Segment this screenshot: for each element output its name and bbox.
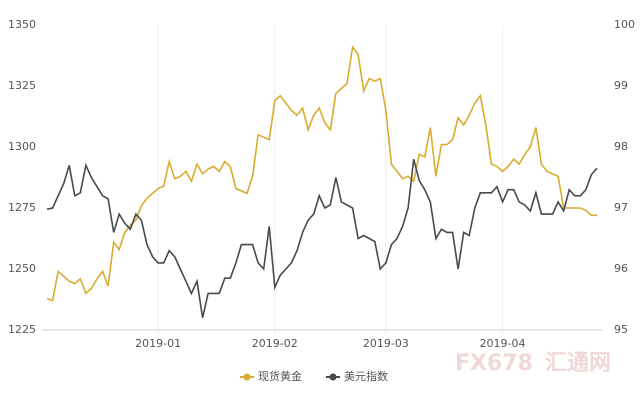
y-tick-label: 1275 [8, 201, 36, 214]
y2-tick-label: 98 [614, 140, 628, 153]
watermark: 汇通网 [545, 351, 611, 376]
line [46, 158, 598, 318]
y2-tick-label: 97 [614, 201, 628, 214]
y-tick-label: 1300 [8, 140, 36, 153]
y2-tick-label: 100 [614, 18, 635, 31]
legend-label: 美元指数 [344, 369, 388, 383]
x-tick-label: 2019-04 [480, 337, 526, 350]
x-tick-label: 2019-01 [135, 337, 181, 350]
y-tick-label: 1225 [8, 323, 36, 336]
y-tick-label: 1325 [8, 79, 36, 92]
y2-tick-label: 99 [614, 79, 628, 92]
watermark: FX678 [455, 351, 533, 376]
y-tick-label: 1250 [8, 262, 36, 275]
y-tick-label: 1350 [8, 18, 36, 31]
x-tick-label: 2019-03 [363, 337, 409, 350]
legend-marker [243, 373, 251, 381]
legend-label: 现货黄金 [258, 369, 302, 383]
legend-marker [329, 373, 337, 381]
line [46, 45, 597, 302]
x-tick-label: 2019-02 [252, 337, 298, 350]
y2-tick-label: 95 [614, 323, 628, 336]
y2-tick-label: 96 [614, 262, 628, 275]
